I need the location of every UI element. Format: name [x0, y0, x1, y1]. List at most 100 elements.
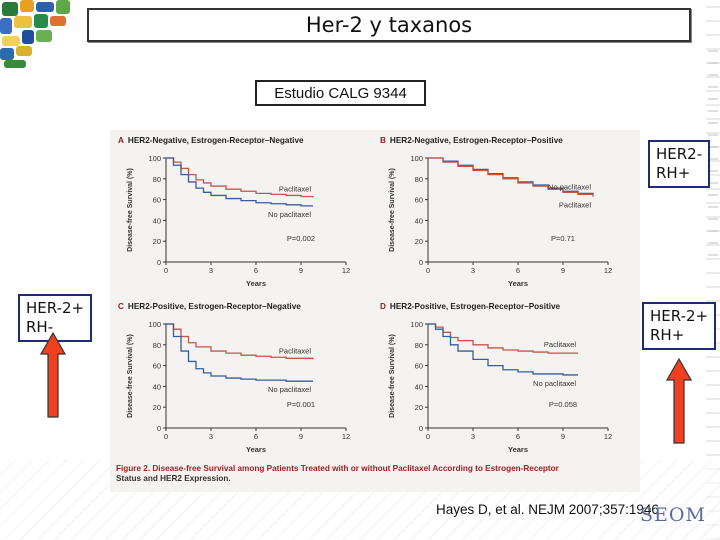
label-her2neg-rhpos-line1: HER2-: [656, 145, 703, 163]
series-label: Paclitaxel: [279, 185, 311, 194]
x-axis-label: Years: [508, 445, 528, 454]
figure-caption-rest: Status and HER2 Expression.: [116, 474, 231, 483]
figure-caption: Figure 2. Disease-free Survival among Pa…: [116, 464, 636, 484]
panel-c: C HER2-Positive, Estrogen-Receptor–Negati…: [114, 300, 376, 460]
y-tick-label: 80: [415, 341, 423, 350]
x-tick-label: 3: [471, 432, 475, 441]
panel-b: B HER2-Negative, Estrogen-Receptor–Positi…: [376, 134, 638, 294]
x-tick-label: 9: [561, 432, 565, 441]
panel-d-header: D HER2-Positive, Estrogen-Receptor–Positi…: [380, 302, 560, 311]
x-tick-label: 9: [299, 432, 303, 441]
label-her2pos-rhpos-line1: HER-2+: [650, 307, 709, 325]
y-axis-label: Disease-free Survival (%): [127, 168, 134, 252]
label-her2neg-rhpos-line2: RH+: [656, 164, 691, 182]
series-label: No paclitaxel: [533, 379, 576, 388]
y-tick-label: 40: [153, 216, 161, 225]
y-tick-label: 100: [410, 320, 423, 329]
x-axis-label: Years: [508, 279, 528, 288]
y-tick-label: 20: [153, 403, 161, 412]
x-tick-label: 0: [426, 432, 430, 441]
y-tick-label: 40: [153, 382, 161, 391]
y-tick-label: 40: [415, 382, 423, 391]
series-line-paclitaxel: [428, 157, 594, 197]
panel-c-title: HER2-Positive, Estrogen-Receptor–Negativ…: [127, 302, 301, 311]
y-tick-label: 20: [415, 237, 423, 246]
y-tick-label: 100: [148, 320, 161, 329]
series-label: No paclitaxel: [548, 182, 591, 191]
y-axis-label: Disease-free Survival (%): [389, 334, 396, 418]
x-tick-label: 0: [426, 266, 430, 275]
y-tick-label: 20: [153, 237, 161, 246]
y-axis-label: Disease-free Survival (%): [389, 168, 396, 252]
series-line-paclitaxel: [166, 323, 314, 360]
study-label-box: Estudio CALG 9344: [255, 80, 426, 106]
y-tick-label: 80: [153, 175, 161, 184]
y-tick-label: 100: [410, 154, 423, 163]
x-tick-label: 6: [516, 266, 520, 275]
y-tick-label: 60: [153, 196, 161, 205]
y-tick-label: 60: [415, 196, 423, 205]
y-tick-label: 40: [415, 216, 423, 225]
y-tick-label: 80: [415, 175, 423, 184]
panel-d-title: HER2-Positive, Estrogen-Receptor–Positiv…: [389, 302, 561, 311]
survival-figure: A HER2-Negative, Estrogen-Receptor–Negati…: [110, 130, 640, 492]
x-tick-label: 3: [471, 266, 475, 275]
label-her2pos-rhneg-line2: RH-: [26, 318, 54, 336]
series-label: Paclitaxel: [279, 346, 311, 355]
series-line-no-paclitaxel: [166, 323, 313, 382]
panel-b-letter: B: [380, 136, 386, 145]
y-tick-label: 0: [157, 424, 161, 433]
panel-b-title: HER2-Negative, Estrogen-Receptor–Positiv…: [389, 136, 563, 145]
p-value-label: P=0.058: [549, 400, 577, 409]
label-her2neg-rhpos: HER2- RH+: [648, 140, 711, 188]
panel-a-chart: 0 20 40 60 80 100 0 3 6 9 12 Years Disease-free Surv…: [127, 154, 350, 288]
x-tick-label: 12: [342, 266, 350, 275]
panel-a-letter: A: [118, 136, 124, 145]
y-tick-label: 20: [415, 403, 423, 412]
x-tick-label: 12: [342, 432, 350, 441]
x-tick-label: 12: [604, 432, 612, 441]
label-her2pos-rhneg-line1: HER-2+: [26, 299, 85, 317]
slide-title: Her-2 y taxanos: [305, 13, 473, 37]
citation: Hayes D, et al. NEJM 2007;357:1946: [436, 502, 659, 517]
y-axis-label: Disease-free Survival (%): [127, 334, 134, 418]
panel-c-chart: 0 20 40 60 80 100 0 3 6 9 12 Years Disease-free Surv…: [127, 320, 350, 454]
x-tick-label: 6: [516, 432, 520, 441]
y-tick-label: 60: [415, 362, 423, 371]
study-label: Estudio CALG 9344: [274, 84, 407, 102]
series-label: No paclitaxel: [268, 385, 311, 394]
x-tick-label: 3: [209, 266, 213, 275]
p-value-label: P=0.001: [287, 400, 315, 409]
series-line-no-paclitaxel: [428, 323, 578, 376]
panel-b-chart: 0 20 40 60 80 100 0 3 6 9 12 Years Disease-free Surv…: [389, 154, 612, 288]
y-tick-label: 0: [157, 258, 161, 267]
x-tick-label: 9: [561, 266, 565, 275]
panel-a: A HER2-Negative, Estrogen-Receptor–Negati…: [114, 134, 376, 294]
series-label: Paclitaxel: [559, 200, 591, 209]
slide-title-box: Her-2 y taxanos: [87, 8, 691, 42]
panel-d: D HER2-Positive, Estrogen-Receptor–Positi…: [376, 300, 638, 460]
y-tick-label: 0: [419, 424, 423, 433]
x-tick-label: 9: [299, 266, 303, 275]
panel-a-title: HER2-Negative, Estrogen-Receptor–Negativ…: [127, 136, 304, 145]
y-tick-label: 100: [148, 154, 161, 163]
x-axis-label: Years: [246, 279, 266, 288]
panel-c-letter: C: [118, 302, 124, 311]
label-her2pos-rhneg: HER-2+ RH-: [18, 294, 93, 342]
series-line-no-paclitaxel: [166, 157, 313, 207]
y-tick-label: 80: [153, 341, 161, 350]
x-tick-label: 12: [604, 266, 612, 275]
x-tick-label: 6: [254, 266, 258, 275]
label-her2pos-rhpos-line2: RH+: [650, 326, 685, 344]
up-arrow-right-icon: [666, 358, 692, 444]
y-tick-label: 60: [153, 362, 161, 371]
x-tick-label: 3: [209, 432, 213, 441]
series-line-paclitaxel: [166, 157, 314, 198]
label-her2pos-rhpos: HER-2+ RH+: [642, 302, 717, 350]
p-value-label: P=0.002: [287, 234, 315, 243]
right-dots-decoration: [708, 40, 718, 260]
series-label: Paclitaxel: [544, 340, 576, 349]
series-label: No paclitaxel: [268, 210, 311, 219]
x-tick-label: 6: [254, 432, 258, 441]
panel-b-header: B HER2-Negative, Estrogen-Receptor–Positi…: [380, 136, 563, 145]
